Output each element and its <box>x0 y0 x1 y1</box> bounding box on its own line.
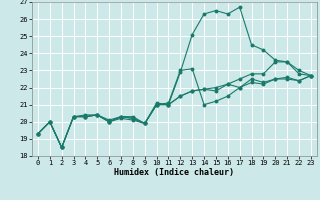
X-axis label: Humidex (Indice chaleur): Humidex (Indice chaleur) <box>115 168 234 177</box>
